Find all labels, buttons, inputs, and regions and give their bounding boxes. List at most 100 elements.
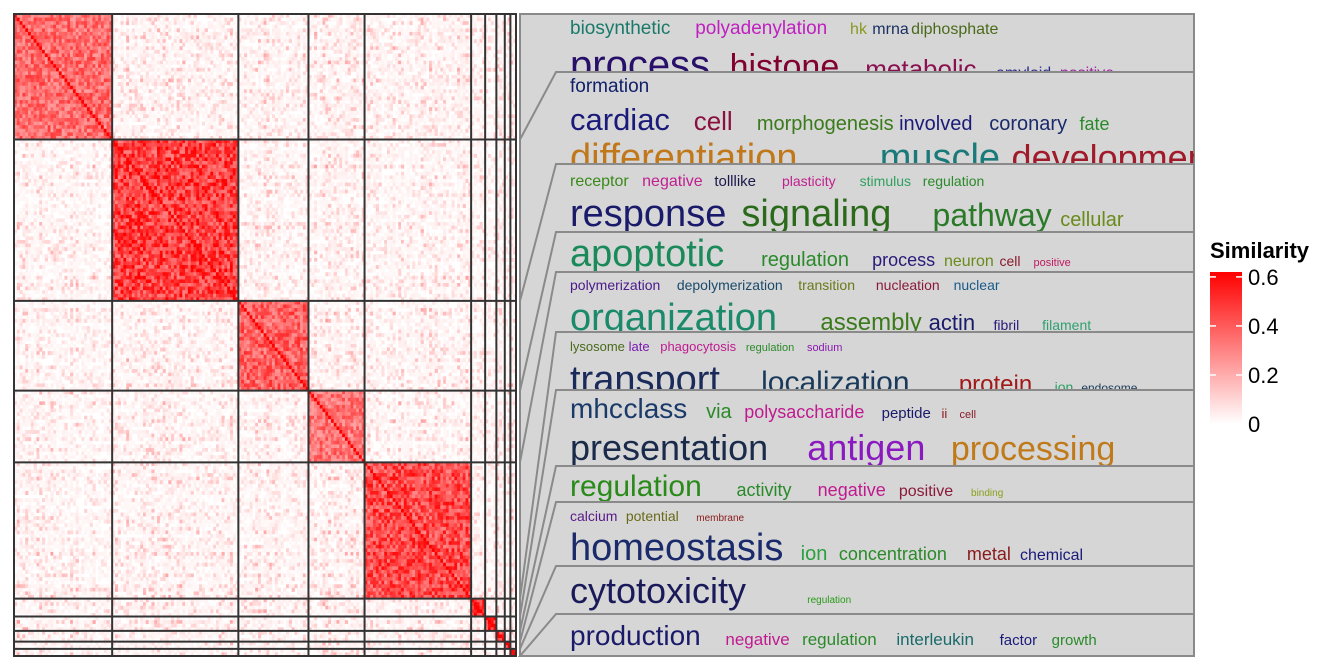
heatmap-cell [320,79,323,83]
heatmap-cell [227,50,230,54]
heatmap-cell [247,104,250,108]
heatmap-cell [93,61,96,65]
heatmap-cell [42,86,45,90]
heatmap-cell [398,125,401,129]
heatmap-cell [264,71,267,75]
heatmap-cell [87,25,90,29]
heatmap-cell [466,82,469,86]
heatmap-cell [241,100,244,104]
heatmap-cell [196,132,199,136]
heatmap-cell [348,132,351,136]
heatmap-cell [160,68,163,72]
heatmap-cell [292,53,295,57]
heatmap-cell [241,57,244,61]
heatmap-cell [230,43,233,47]
heatmap-cell [224,89,227,93]
heatmap-cell [322,53,325,57]
heatmap-cell [126,86,129,90]
heatmap-cell [426,100,429,104]
heatmap-cell [56,111,59,115]
heatmap-cell [140,57,143,61]
heatmap-cell [22,71,25,75]
heatmap-cell [81,93,84,97]
heatmap-cell [351,32,354,36]
heatmap-cell [401,107,404,111]
heatmap-cell [325,132,328,136]
heatmap-cell [407,46,410,50]
heatmap-cell [272,100,275,104]
heatmap-cell [466,50,469,54]
heatmap-cell [488,104,491,108]
heatmap-cell [286,61,289,65]
heatmap-cell [81,25,84,29]
heatmap-cell [286,57,289,61]
heatmap-cell [334,89,337,93]
heatmap-cell [28,111,31,115]
heatmap-cell [62,39,65,43]
heatmap-cell [34,68,37,72]
heatmap-cell [244,32,247,36]
heatmap-cell [429,21,432,25]
heatmap-cell [219,68,222,72]
heatmap-cell [289,132,292,136]
heatmap-cell [250,96,253,100]
heatmap-cell [45,107,48,111]
heatmap-cell [325,39,328,43]
heatmap-cell [107,96,110,100]
heatmap-cell [146,71,149,75]
heatmap-cell [73,89,76,93]
heatmap-cell [460,68,463,72]
heatmap-cell [36,39,39,43]
heatmap-cell [474,25,477,29]
heatmap-cell [272,25,275,29]
heatmap-cell [179,79,182,83]
heatmap-cell [25,28,28,32]
heatmap-cell [261,132,264,136]
heatmap-cell [415,118,418,122]
heatmap-cell [76,114,79,118]
heatmap-cell [432,79,435,83]
heatmap-cell [62,132,65,136]
heatmap-cell [297,18,300,22]
heatmap-cell [53,28,56,32]
heatmap-cell [39,57,42,61]
heatmap-cell [474,118,477,122]
heatmap-cell [205,132,208,136]
heatmap-cell [101,18,104,22]
heatmap-cell [292,61,295,65]
heatmap-cell [196,39,199,43]
heatmap-cell [435,125,438,129]
heatmap-cell [499,39,502,43]
heatmap-cell [292,93,295,97]
heatmap-cell [289,36,292,40]
heatmap-cell [199,71,202,75]
heatmap-cell [325,104,328,108]
heatmap-cell [146,100,149,104]
heatmap-cell [356,43,359,47]
heatmap-cell [154,79,157,83]
heatmap-cell [398,96,401,100]
heatmap-cell [272,114,275,118]
heatmap-cell [421,118,424,122]
heatmap-cell [25,86,28,90]
heatmap-cell [31,64,34,68]
heatmap-cell [412,50,415,54]
heatmap-cell [95,118,98,122]
heatmap-cell [151,104,154,108]
heatmap-cell [208,21,211,25]
heatmap-cell [454,18,457,22]
heatmap-cell [81,32,84,36]
heatmap-cell [398,122,401,126]
heatmap-cell [387,79,390,83]
heatmap-cell [90,111,93,115]
heatmap-cell [67,111,70,115]
heatmap-cell [137,96,140,100]
heatmap-cell [216,93,219,97]
heatmap-cell [135,18,138,22]
heatmap-cell [272,43,275,47]
heatmap-cell [303,125,306,129]
heatmap-cell [45,75,48,79]
heatmap-cell [460,104,463,108]
heatmap-cell [477,132,480,136]
heatmap-cell [261,32,264,36]
